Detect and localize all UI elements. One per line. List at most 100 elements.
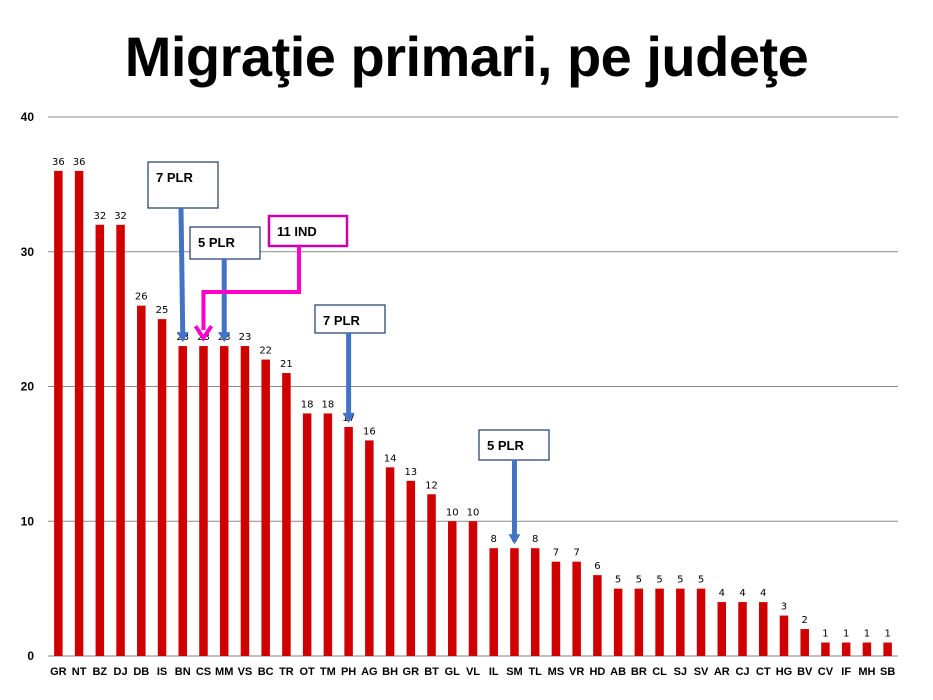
bar [738, 602, 747, 656]
y-tick-labels: 0 10 20 30 40 [21, 110, 35, 663]
bar [883, 642, 892, 656]
bar [199, 346, 208, 656]
callout-3: 11 IND [193, 214, 349, 342]
bar [593, 575, 602, 656]
callout-arrow [176, 207, 189, 343]
value-label: 12 [425, 480, 438, 491]
value-label: 21 [280, 359, 293, 370]
category-label: CV [818, 666, 834, 678]
value-label: 16 [363, 426, 376, 437]
category-label: DB [133, 666, 149, 678]
category-label: AB [610, 666, 626, 678]
category-label: HG [776, 666, 793, 678]
callout-box [189, 226, 261, 260]
arrow-head [193, 324, 214, 342]
category-label: VS [238, 666, 253, 678]
bars [54, 170, 892, 657]
bar [323, 413, 333, 656]
category-label: HD [589, 666, 605, 678]
category-label: VR [569, 666, 584, 678]
callouts: 7 PLR 5 PLR 11 IND 7 PLR 5 PLR [147, 161, 550, 545]
value-label: 32 [93, 211, 106, 222]
category-label: CS [196, 666, 211, 678]
value-label: 4 [719, 588, 725, 599]
value-label: 18 [322, 399, 335, 410]
callout-box [478, 429, 550, 461]
value-label: 7 [553, 548, 559, 559]
category-label: PH [341, 666, 356, 678]
value-label: 1 [843, 629, 849, 640]
value-label: 6 [594, 561, 600, 572]
bar [510, 548, 519, 656]
value-label: 5 [698, 575, 704, 586]
value-label: 10 [467, 507, 480, 518]
bar [365, 440, 374, 656]
category-label: IL [489, 666, 499, 678]
category-label: TM [320, 666, 336, 678]
callout-5: 5 PLR [478, 429, 550, 545]
bar [530, 548, 540, 656]
category-label: SJ [674, 666, 687, 678]
y-tick-label: 40 [21, 110, 35, 124]
category-label: TR [279, 666, 294, 678]
bar [385, 467, 395, 656]
bar [696, 588, 706, 656]
callout-label: 5 PLR [198, 235, 235, 250]
category-label: MH [858, 666, 875, 678]
callout-label: 7 PLR [323, 313, 360, 328]
value-label: 32 [114, 211, 127, 222]
y-tick-label: 10 [21, 514, 35, 528]
value-label: 18 [301, 399, 314, 410]
category-label: CJ [735, 666, 749, 678]
bar [219, 346, 229, 656]
category-label: IF [841, 666, 851, 678]
bar [779, 615, 789, 656]
bar [821, 642, 830, 656]
category-label: BZ [92, 666, 107, 678]
category-label: DJ [114, 666, 128, 678]
bar [468, 521, 478, 656]
bar [137, 305, 146, 656]
bar [406, 480, 416, 656]
value-label: 3 [781, 602, 787, 613]
category-label: AG [361, 666, 378, 678]
callout-1: 7 PLR [147, 161, 219, 343]
callout-label: 11 IND [277, 224, 317, 239]
callout-box [147, 161, 219, 209]
bar [448, 521, 457, 656]
bar [157, 319, 167, 656]
bar [758, 602, 768, 656]
bar [551, 561, 561, 656]
arrow-head [218, 332, 231, 343]
bar [634, 588, 644, 656]
bar [427, 494, 436, 656]
callout-connector [201, 246, 301, 331]
value-label: 8 [491, 534, 497, 545]
callout-arrow [508, 460, 521, 545]
arrow-head [508, 534, 521, 545]
value-label: 22 [259, 346, 272, 357]
bar [74, 170, 84, 656]
value-label: 36 [52, 157, 65, 168]
callout-4: 7 PLR [314, 304, 386, 423]
value-label: 4 [739, 588, 745, 599]
callout-box [267, 214, 349, 248]
bar [240, 346, 250, 656]
category-labels: GR NT BZ DJ DB IS BN CS MM VS BC TR OT TM PH AG BH GR BT GL… [50, 666, 895, 678]
value-label: 7 [573, 548, 579, 559]
value-label: 2 [802, 615, 808, 626]
category-label: BV [797, 666, 813, 678]
value-label: 13 [404, 467, 417, 478]
bar [841, 642, 851, 656]
category-label: BN [175, 666, 191, 678]
bar [178, 346, 188, 656]
bar [261, 359, 270, 656]
category-label: NT [72, 666, 87, 678]
category-label: SV [694, 666, 709, 678]
value-label: 36 [73, 157, 86, 168]
category-label: SB [880, 666, 895, 678]
arrow-shaft [178, 207, 186, 335]
value-label: 8 [532, 534, 538, 545]
